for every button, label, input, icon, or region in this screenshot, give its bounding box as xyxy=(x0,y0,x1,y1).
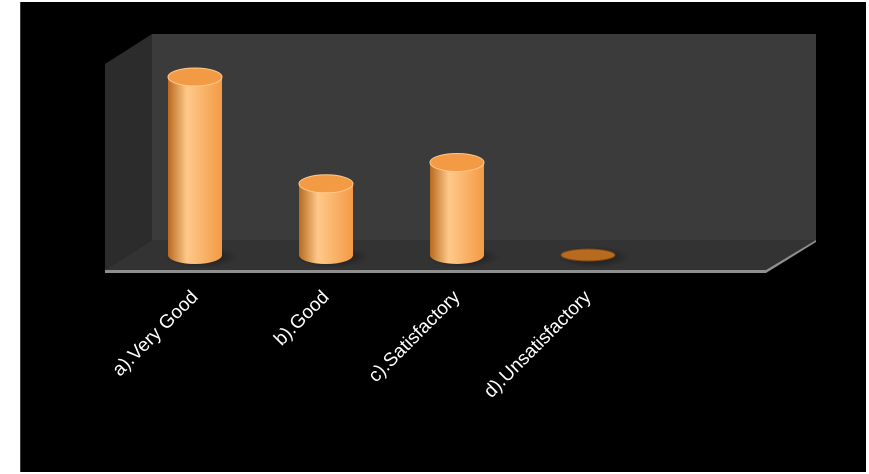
x-tick-label: b).Good xyxy=(270,287,333,350)
bar-top xyxy=(560,248,616,262)
x-tick-label: a).Very Good xyxy=(109,287,203,381)
bar xyxy=(426,152,500,268)
bar-top xyxy=(298,174,354,194)
category-axis-labels: a).Very Good b).Good c).Satisfactory d).Uns… xyxy=(109,286,596,402)
x-tick-label: d).Unsatisfactory xyxy=(480,286,596,402)
x-tick-label: c).Satisfactory xyxy=(365,286,465,386)
bar xyxy=(295,174,369,268)
bar-top xyxy=(429,152,485,172)
bar-chart: a).Very Good b).Good c).Satisfactory d).Uns… xyxy=(105,34,816,402)
bar xyxy=(557,246,631,268)
bar xyxy=(164,67,238,268)
floor-right-edge xyxy=(766,240,816,273)
side-wall xyxy=(105,34,152,270)
chart-area: a).Very Good b).Good c).Satisfactory d).Uns… xyxy=(20,2,866,472)
bar-series xyxy=(164,67,631,268)
floor-edge xyxy=(105,270,766,273)
bar-body xyxy=(299,183,353,264)
bar-body xyxy=(168,77,222,264)
bar-body xyxy=(430,162,484,264)
bar-top xyxy=(167,67,223,87)
